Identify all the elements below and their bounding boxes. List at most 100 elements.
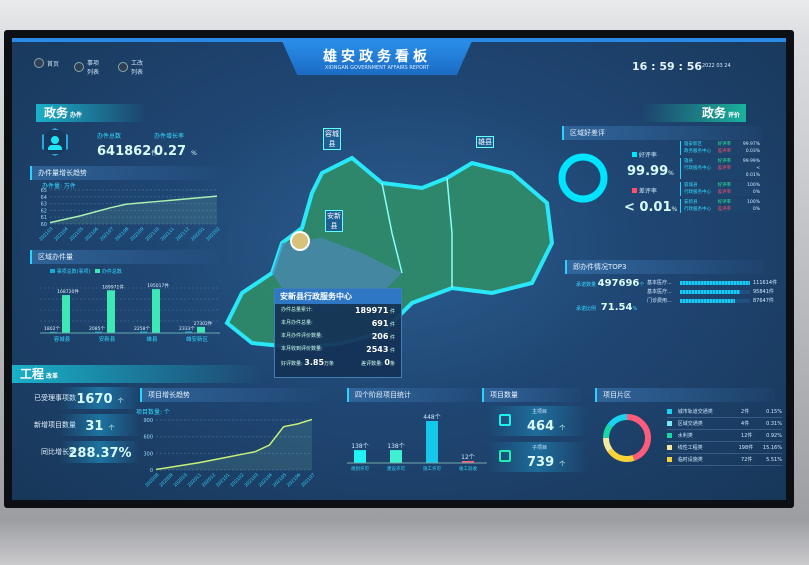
y-tick-label: 64 xyxy=(41,195,47,201)
rate-label: 办件增长率 xyxy=(154,133,185,140)
sub-label: 子项目 xyxy=(532,445,548,451)
x-tick-label: 202105 xyxy=(68,226,84,242)
evaluation-table: 雄安新区 政务服务中心 好评率 差评率 99.97% 0.03% 雄县 行政服务中心 好评率 差评… xyxy=(680,141,760,216)
rate-value: 0.27 % xyxy=(154,144,197,159)
x-tick-label: 202201 xyxy=(190,226,206,242)
x-tick-label: 202011 xyxy=(187,472,203,488)
legend-item: 水利类 12件 0.92% xyxy=(667,430,782,442)
project-trend-chart: 0 300 600 900 202008202009202010202011202012… xyxy=(143,418,316,489)
bar-label: 2085个 xyxy=(89,326,105,332)
x-tick-label: 202107 xyxy=(300,472,316,488)
x-tick-label: 雄县 xyxy=(146,335,158,343)
x-tick-label: 竣工验收 xyxy=(459,465,477,472)
section-region: 区域办件量 xyxy=(30,250,220,264)
x-tick-label: 202107 xyxy=(99,226,115,242)
sub-project-card: 子项目 739 个 xyxy=(487,442,587,472)
y-tick-label: 0 xyxy=(150,468,153,474)
main-project-card: 主项目 464 个 xyxy=(487,406,587,436)
bar-label: 2258个 xyxy=(134,326,150,332)
eng-stat-label: 同比增长率 xyxy=(41,448,76,456)
nav-label: 首页 xyxy=(47,60,60,68)
eng-heading: 工程 改革 xyxy=(12,365,262,383)
bar-label: 168720件 xyxy=(57,288,79,295)
top3-bar xyxy=(680,280,750,285)
popup-row: 本月收到评价数量: 2543 件 xyxy=(281,345,395,354)
heading-sub: 办件 xyxy=(70,112,83,119)
x-tick-label: 建设许可 xyxy=(387,465,405,472)
section-trend: 办件量增长趋势 xyxy=(30,166,220,180)
map-popup: 安新县行政服务中心 办件总量累计: 189971 件本月办件总量: 691 件本月办… xyxy=(274,288,402,378)
top3-item: 门诊费用... 87647件 xyxy=(647,298,774,304)
nav-home[interactable]: 首页 xyxy=(34,58,59,68)
map-label-anxin[interactable]: 安新县 xyxy=(325,210,343,232)
bad-rate-label: 差评率 xyxy=(632,186,657,195)
map-label-rongcheng[interactable]: 容城县 xyxy=(323,128,341,150)
x-tick-label: 雄安新区 xyxy=(186,335,209,343)
top3-item: 基本医疗... 111614件 xyxy=(647,280,778,286)
bar-label: 12个 xyxy=(461,454,475,461)
x-tick-label: 202108 xyxy=(114,226,130,242)
evaluation-row: 安新县 行政服务中心 好评率 差评率 100% 0% xyxy=(680,199,760,213)
stage-bar xyxy=(390,450,402,463)
y-tick-label: 62 xyxy=(41,208,47,214)
legend-item: 临时设施类 72件 5.51% xyxy=(667,454,782,466)
y-axis-label: 项目数量: 个 xyxy=(136,409,170,416)
evaluation-row: 雄安新区 政务服务中心 好评率 差评率 99.97% 0.03% xyxy=(680,141,760,155)
list-icon xyxy=(74,62,84,72)
nav-label: 工改列表 xyxy=(131,60,144,76)
y-tick-label: 65 xyxy=(41,188,47,194)
y-tick-label: 63 xyxy=(41,202,47,208)
eng-stat-value: 31 个 xyxy=(60,414,140,436)
top3-item: 基本医疗... 95841件 xyxy=(647,289,774,295)
donut-segment xyxy=(603,414,651,462)
district-donut xyxy=(603,414,651,462)
y-tick-label: 600 xyxy=(143,435,153,441)
bar-handled xyxy=(197,326,205,333)
legend-item: 区域交通类 4件 0.31% xyxy=(667,418,782,430)
x-tick-label: 202103 xyxy=(243,472,259,488)
y-tick-label: 300 xyxy=(143,451,153,457)
nav-items-list[interactable]: 事项列表 xyxy=(74,58,110,76)
good-rate-value: 99.99% xyxy=(627,164,674,179)
series-line xyxy=(49,195,218,224)
bar-handled xyxy=(107,290,115,333)
legend-item: 线性工程类 198件 15.16% xyxy=(667,442,782,454)
dashboard-screen: 雄安政务看板 XIONGAN GOVERNMENT AFFAIRS REPORT… xyxy=(12,38,786,500)
gov-heading: 政务 办件 xyxy=(36,104,146,122)
x-tick-label: 202104 xyxy=(257,472,273,488)
donut-segment xyxy=(603,414,651,462)
bar-label: 27302件 xyxy=(194,320,213,327)
area-fill xyxy=(50,196,217,224)
section-project-trend: 项目增长趋势 xyxy=(140,388,320,402)
district-legend: 城市轨道交通类 2件 0.15% 区域交通类 4件 0.31% 水利类 12件 0.92% 线性工… xyxy=(667,406,782,466)
x-tick-label: 202110 xyxy=(144,226,160,242)
donut-segment xyxy=(603,414,651,462)
commit-ratio: 承诺比例 71.54% xyxy=(576,302,638,313)
nav-reform-list[interactable]: 工改列表 xyxy=(118,58,154,76)
bar-items xyxy=(140,331,147,333)
evaluation-row: 容城县 行政服务中心 好评率 差评率 100% 0% xyxy=(680,182,760,196)
nav-label: 事项列表 xyxy=(87,60,100,76)
x-tick-label: 202012 xyxy=(201,472,217,488)
section-projects: 项目数量 xyxy=(482,388,582,402)
evaluation-row: 雄县 行政服务中心 好评率 差评率 99.99% < 0.01% xyxy=(680,158,760,179)
bar-label: 138个 xyxy=(387,443,404,450)
map-label-xiongxian[interactable]: 雄县 xyxy=(476,136,494,148)
bar-label: 195017件 xyxy=(147,282,169,289)
x-tick-label: 202104 xyxy=(53,226,69,242)
section-four-stages: 四个阶段项目统计 xyxy=(347,388,487,402)
bar-label: 138个 xyxy=(351,443,368,450)
commit-count: 承诺数量 497696个 xyxy=(576,278,645,289)
x-tick-label: 202105 xyxy=(272,472,288,488)
location-pin-icon[interactable] xyxy=(290,231,310,251)
x-tick-label: 施工许可 xyxy=(423,465,441,472)
total-value: 641862件 xyxy=(97,144,158,159)
bar-handled xyxy=(152,289,160,333)
stage-bar xyxy=(354,450,366,463)
stage-bar xyxy=(462,461,474,463)
x-tick-label: 202009 xyxy=(158,472,174,488)
popup-row: 本月办件评价数量: 206 件 xyxy=(281,332,395,341)
